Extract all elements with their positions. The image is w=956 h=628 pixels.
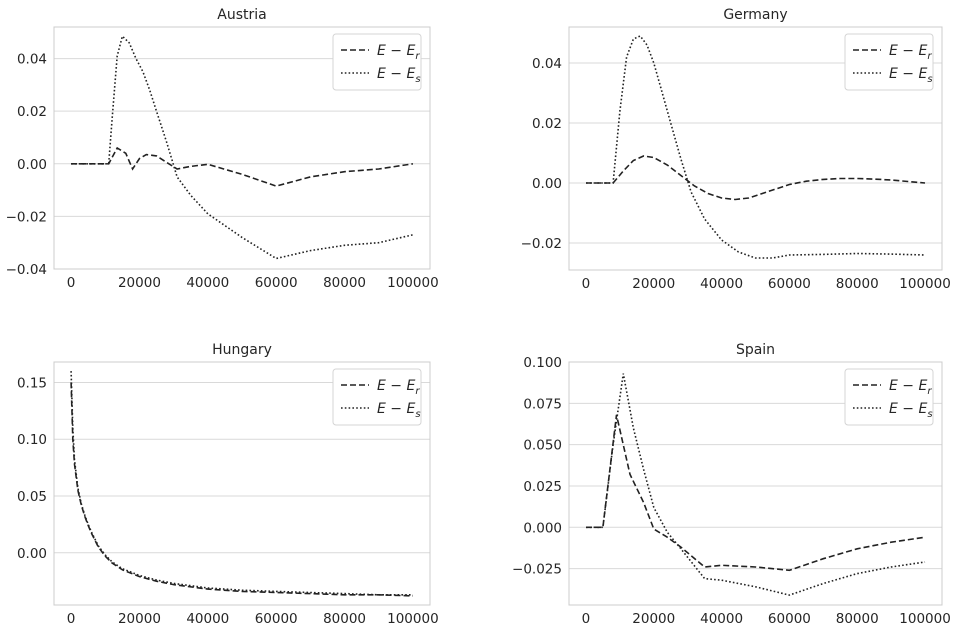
x-tick-label: 60000 bbox=[255, 275, 298, 291]
legend-entry-label: E − Er bbox=[889, 378, 932, 397]
x-tick-label: 100000 bbox=[899, 611, 951, 627]
x-tick-label: 20000 bbox=[118, 611, 161, 627]
series-line-e-minus-er bbox=[586, 155, 926, 201]
x-tick-label: 60000 bbox=[768, 276, 811, 292]
series-line-e-minus-es bbox=[71, 34, 414, 260]
chart-panel-spain: −0.025 0.000 0.025 0.050 0.075 0.100 0 20000 400… bbox=[512, 342, 951, 627]
chart-title: Germany bbox=[723, 7, 787, 23]
y-tick-label: 0.075 bbox=[523, 396, 562, 412]
legend-box bbox=[844, 33, 934, 91]
y-tick-label: 0.00 bbox=[17, 157, 47, 173]
legend-entry-label: E − Er bbox=[377, 43, 420, 62]
x-tick-label: 0 bbox=[582, 276, 591, 292]
y-tick-label: −0.02 bbox=[521, 236, 562, 252]
y-tick-label: 0.050 bbox=[523, 438, 562, 454]
series-line-e-minus-es bbox=[586, 35, 926, 259]
x-tick-label: 0 bbox=[582, 611, 591, 627]
y-tick-label: 0.000 bbox=[523, 520, 562, 536]
legend-box bbox=[332, 33, 422, 91]
legend: E − Er E − Es bbox=[844, 368, 934, 426]
y-tick-label: 0.025 bbox=[523, 479, 562, 495]
x-tick-label: 80000 bbox=[836, 611, 879, 627]
legend-entry-label: E − Es bbox=[889, 66, 933, 85]
legend: E − Er E − Es bbox=[332, 33, 422, 91]
legend-entry-label: E − Es bbox=[377, 401, 421, 420]
chart-panel-hungary: 0.00 0.05 0.10 0.15 0 20000 40000 60000 80000 100… bbox=[17, 342, 439, 627]
y-tick-label: 0.04 bbox=[532, 56, 562, 72]
plot-frame bbox=[568, 361, 943, 606]
x-tick-label: 20000 bbox=[632, 611, 675, 627]
x-tick-label: 100000 bbox=[899, 276, 951, 292]
x-tick-label: 20000 bbox=[118, 275, 161, 291]
legend: E − Er E − Es bbox=[844, 33, 934, 91]
legend-box bbox=[332, 368, 422, 426]
series-line-e-minus-er bbox=[71, 146, 414, 187]
x-tick-label: 60000 bbox=[255, 611, 298, 627]
plot-frame bbox=[568, 26, 943, 271]
x-tick-label: 80000 bbox=[323, 275, 366, 291]
y-tick-label: −0.02 bbox=[6, 209, 47, 225]
chart-title: Austria bbox=[217, 7, 266, 23]
legend-entry-label: E − Es bbox=[377, 66, 421, 85]
y-tick-label: 0.00 bbox=[17, 546, 47, 562]
legend-box bbox=[844, 368, 934, 426]
series-line-e-minus-er bbox=[586, 414, 926, 572]
plot-frame bbox=[53, 26, 431, 270]
chart-title: Spain bbox=[736, 342, 775, 358]
x-tick-label: 100000 bbox=[387, 611, 439, 627]
legend-entry-label: E − Er bbox=[889, 43, 932, 62]
y-tick-label: 0.100 bbox=[523, 355, 562, 371]
plot-frame bbox=[53, 361, 431, 606]
chart-panel-austria: −0.04 −0.02 0.00 0.02 0.04 0 20000 40000 60000 80… bbox=[6, 7, 439, 291]
x-tick-label: 60000 bbox=[768, 611, 811, 627]
legend-entry-label: E − Er bbox=[377, 378, 420, 397]
x-tick-label: 40000 bbox=[700, 611, 743, 627]
legend-entry-label: E − Es bbox=[889, 401, 933, 420]
series-line-e-minus-es bbox=[70, 371, 413, 596]
x-tick-label: 0 bbox=[67, 275, 76, 291]
x-tick-label: 40000 bbox=[700, 276, 743, 292]
y-tick-label: 0.10 bbox=[17, 432, 47, 448]
x-tick-label: 40000 bbox=[186, 275, 229, 291]
y-tick-label: 0.15 bbox=[17, 375, 47, 391]
y-tick-label: 0.04 bbox=[17, 52, 47, 68]
y-tick-label: 0.00 bbox=[532, 176, 562, 192]
y-tick-label: −0.04 bbox=[6, 262, 47, 278]
y-tick-label: 0.05 bbox=[17, 489, 47, 505]
x-tick-label: 80000 bbox=[836, 276, 879, 292]
legend: E − Er E − Es bbox=[332, 368, 422, 426]
x-tick-label: 40000 bbox=[186, 611, 229, 627]
chart-title: Hungary bbox=[212, 342, 272, 358]
y-tick-label: 0.02 bbox=[17, 104, 47, 120]
x-tick-label: 100000 bbox=[387, 275, 439, 291]
x-tick-label: 80000 bbox=[323, 611, 366, 627]
chart-panel-germany: −0.02 0.00 0.02 0.04 0 20000 40000 60000 80000 10… bbox=[521, 7, 951, 292]
x-tick-label: 20000 bbox=[632, 276, 675, 292]
y-tick-label: −0.025 bbox=[512, 562, 562, 578]
y-tick-label: 0.02 bbox=[532, 116, 562, 132]
x-tick-label: 0 bbox=[67, 611, 76, 627]
